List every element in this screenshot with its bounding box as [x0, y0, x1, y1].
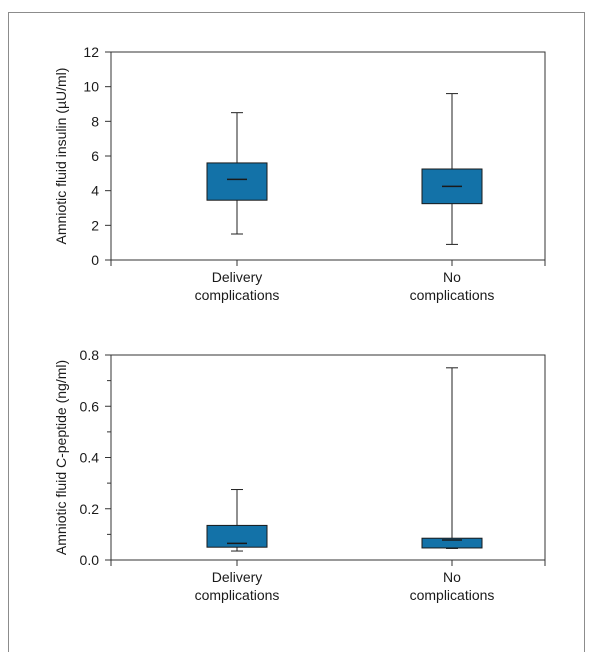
x-category-label: Delivery [212, 269, 263, 285]
iqr-box [206, 524, 268, 548]
box-plot-delivery-complications [206, 112, 268, 235]
y-tick-label: 8 [91, 113, 99, 129]
y-tick-label: 6 [91, 148, 99, 164]
y-tick-label: 0 [91, 252, 99, 268]
c-peptide-panel: 0.0 0.2 0.4 0.6 0.8 Amniotic fluid C-peptide … [53, 347, 546, 603]
y-axis-title: Amniotic fluid insulin (µU/ml) [53, 68, 69, 245]
y-tick-label: 0.2 [80, 501, 100, 517]
x-category-label: complications [195, 287, 280, 303]
y-axis-title: Amniotic fluid C-peptide (ng/ml) [53, 360, 69, 555]
y-tick-label: 10 [83, 79, 99, 95]
x-category-label: No [443, 569, 461, 585]
y-tick-label: 0.8 [80, 347, 100, 363]
y-tick-label: 0.4 [80, 450, 100, 466]
y-tick-label: 12 [83, 44, 99, 60]
x-category-label: complications [410, 287, 495, 303]
x-category-label: No [443, 269, 461, 285]
iqr-box [421, 537, 483, 549]
x-category-label: Delivery [212, 569, 263, 585]
plot-area-frame [110, 51, 546, 261]
y-tick-label: 0.0 [80, 552, 100, 568]
x-category-label: complications [195, 587, 280, 603]
y-tick-label: 0.6 [80, 398, 100, 414]
box-plot-no-complications [421, 367, 483, 549]
figure-frame [8, 12, 585, 652]
y-tick-label: 2 [91, 217, 99, 233]
box-plot-no-complications [421, 93, 483, 245]
iqr-box [206, 162, 268, 201]
plot-area-frame [110, 354, 546, 561]
y-tick-label: 4 [91, 183, 99, 199]
x-category-label: complications [410, 587, 495, 603]
box-plot-delivery-complications [206, 489, 268, 552]
insulin-panel: 0 2 4 6 8 10 12 Amniotic fluid insulin (µU/ml) D… [53, 44, 546, 303]
